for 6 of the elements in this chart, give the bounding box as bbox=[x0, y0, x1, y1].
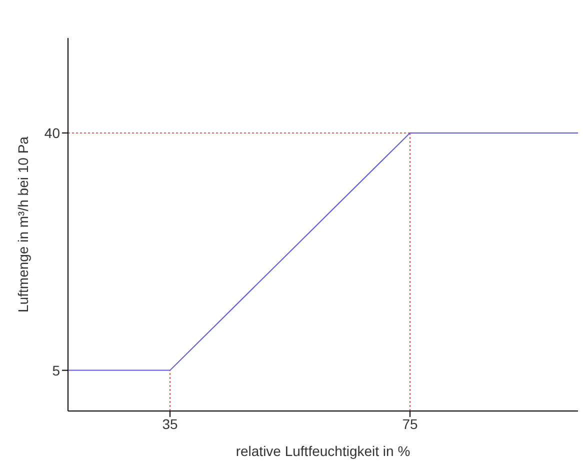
y-tick-label: 5 bbox=[52, 362, 60, 378]
y-tick-label: 40 bbox=[44, 124, 60, 141]
x-tick-label: 75 bbox=[402, 416, 418, 432]
x-tick-label: 35 bbox=[162, 416, 178, 432]
y-axis-title: Luftmenge in m³/h bei 10 Pa bbox=[14, 136, 31, 312]
x-axis-title: relative Luftfeuchtigkeit in % bbox=[236, 443, 410, 459]
